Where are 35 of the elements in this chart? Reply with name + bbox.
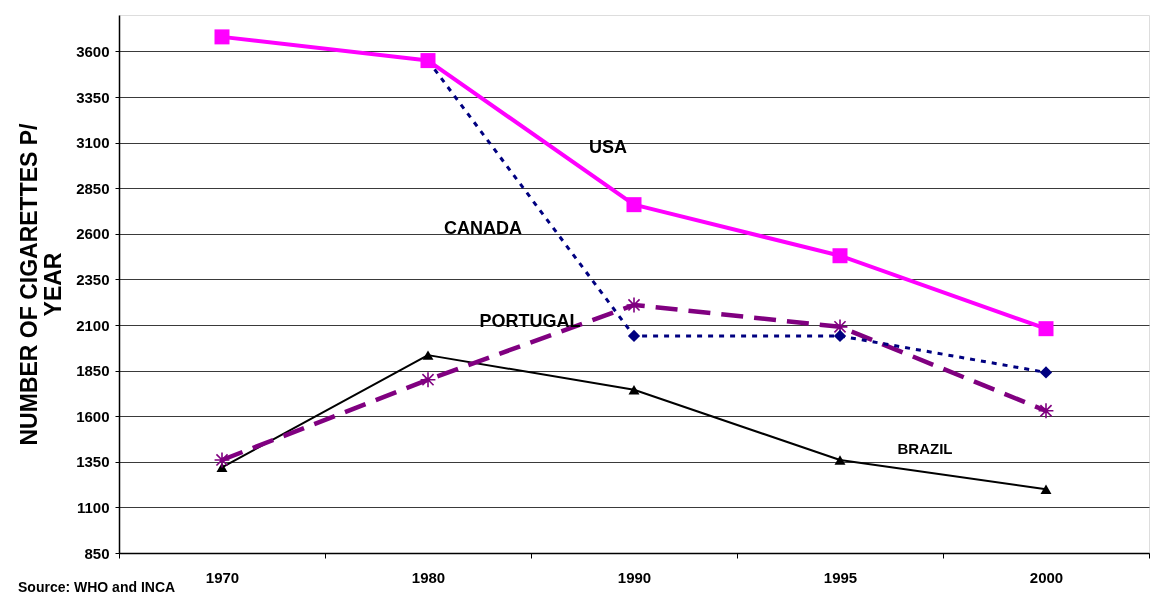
series-label: BRAZIL [897, 440, 953, 457]
y-tick-label: 850 [84, 544, 110, 562]
point [419, 371, 437, 388]
source-note: Source: WHO and INCA [18, 579, 176, 595]
point [832, 248, 848, 264]
y-tick-label: 3600 [76, 42, 110, 60]
y-tick-label: 2850 [76, 179, 110, 197]
y-tick-label: 2350 [76, 270, 110, 288]
y-tick-label: 1350 [76, 453, 110, 471]
point [833, 329, 847, 343]
point [1040, 484, 1052, 494]
point [627, 329, 641, 343]
point [214, 29, 230, 45]
x-tick-label: 1980 [411, 568, 446, 586]
point [834, 455, 846, 465]
y-tick-label: 2600 [76, 225, 110, 243]
point [1037, 402, 1055, 419]
point [626, 197, 642, 213]
y-axis-title: NUMBER OF CIGARETTES P/ YEAR [16, 122, 67, 446]
y-tick-label: 1600 [76, 407, 110, 425]
y-tick-label: 3100 [76, 134, 110, 152]
point [213, 451, 231, 469]
x-tick-label: 1995 [823, 568, 858, 586]
x-tick-label: 2000 [1029, 568, 1064, 586]
y-tick-label: 1850 [76, 362, 110, 380]
y-tick-label: 1100 [76, 498, 110, 516]
point [1039, 366, 1053, 379]
point [1038, 321, 1054, 337]
x-tick-label: 1970 [205, 568, 240, 586]
y-tick-label: 2100 [76, 316, 110, 334]
y-tick-label: 3350 [76, 88, 110, 106]
point [628, 385, 640, 395]
x-tick-label: 1990 [617, 568, 652, 586]
point [422, 350, 434, 360]
series-label: CANADA [444, 218, 522, 238]
